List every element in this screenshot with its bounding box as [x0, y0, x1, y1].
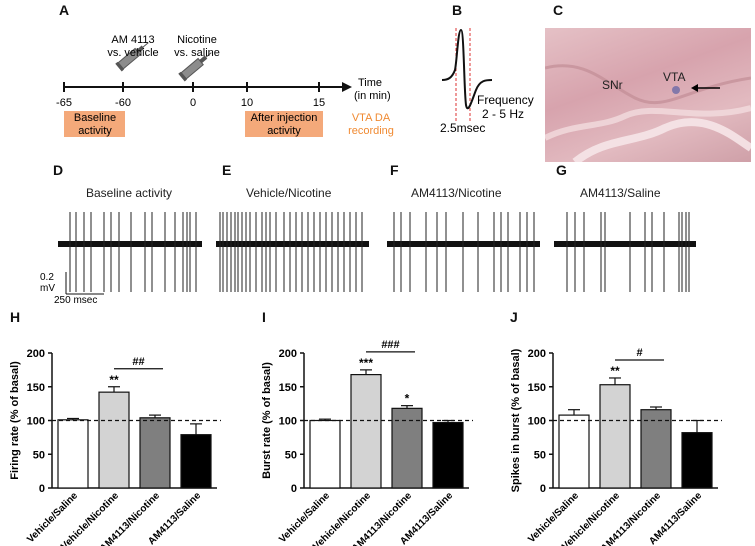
panel-label-c: C	[553, 2, 564, 18]
y-tick-label: 150	[27, 382, 45, 394]
frequency-label: Frequency 2 - 5 Hz	[477, 93, 534, 121]
panel-label-b: B	[452, 2, 463, 18]
y-tick-label: 50	[285, 449, 297, 461]
bar	[391, 407, 423, 489]
tick-label: 0	[190, 97, 196, 109]
panel-label-d: D	[53, 162, 64, 178]
y-tick-label: 100	[528, 416, 546, 428]
bar	[640, 409, 672, 489]
timeline-ticks	[63, 82, 320, 92]
y-tick-label: 100	[279, 416, 297, 428]
y-tick-label: 200	[27, 348, 45, 360]
y-tick-label: 150	[279, 382, 297, 394]
significance-mark: ***	[359, 356, 373, 370]
tick-label: -60	[115, 97, 131, 109]
y-tick-label: 100	[27, 416, 45, 428]
bar	[432, 421, 464, 489]
y-tick-label: 0	[291, 483, 297, 495]
y-axis-label: Spikes in burst (% of basal)	[510, 348, 522, 492]
trace-g	[554, 212, 696, 292]
trace-baseline	[216, 241, 369, 247]
syringe-icon	[115, 42, 149, 72]
bar	[350, 373, 382, 489]
y-tick-label: 0	[39, 483, 45, 495]
bracket-label: ##	[132, 356, 144, 368]
timeline-diagram: -65 -60 0 10 15 AM 4113 vs. vehicle Nicot…	[56, 34, 394, 137]
trace-title-g: AM4113/Saline	[580, 186, 661, 200]
bracket-label: ###	[381, 339, 399, 351]
bar	[98, 391, 130, 489]
bar	[681, 432, 713, 489]
vta-label: VTA	[663, 70, 686, 84]
significance-mark: **	[610, 364, 620, 378]
trace-d	[58, 212, 202, 292]
trace-baseline	[58, 241, 202, 247]
spike-waveform: Frequency 2 - 5 Hz 2.5msec	[440, 28, 534, 135]
trace-e	[216, 212, 369, 292]
waveform-trace	[441, 28, 493, 110]
y-tick-label: 150	[528, 382, 546, 394]
trace-title-e: Vehicle/Nicotine	[246, 186, 332, 200]
tick-label: 10	[241, 97, 253, 109]
tick-label: 15	[313, 97, 325, 109]
duration-label: 2.5msec	[440, 121, 485, 135]
snr-label: SNr	[602, 78, 623, 92]
bracket-label: #	[636, 347, 642, 359]
after-box-label: After injection activity	[251, 112, 318, 137]
bar	[180, 434, 212, 489]
injection2-label: Nicotine vs. saline	[174, 34, 220, 59]
syringe-icon	[178, 52, 212, 82]
panel-label-g: G	[556, 162, 567, 178]
bar	[599, 384, 631, 489]
panel-label-e: E	[222, 162, 232, 178]
baseline-box-label: Baseline activity	[74, 112, 116, 137]
after-injection-box	[245, 111, 323, 137]
panel-label-f: F	[390, 162, 399, 178]
timeline-arrowhead	[342, 82, 352, 92]
bar	[139, 417, 171, 489]
histology-image: SNr VTA	[545, 28, 751, 162]
scale-ms-label: 250 msec	[54, 295, 97, 305]
significance-mark: *	[405, 392, 410, 406]
trace-title-f: AM4113/Nicotine	[411, 186, 502, 200]
vta-recording-label: VTA DA recording	[348, 112, 394, 137]
trace-baseline	[554, 241, 696, 247]
y-tick-label: 200	[279, 348, 297, 360]
time-axis-label: Time (in min)	[354, 77, 391, 102]
panel-label-i: I	[262, 309, 266, 325]
y-tick-label: 50	[534, 449, 546, 461]
bar	[558, 414, 590, 489]
panel-label-h: H	[10, 309, 21, 325]
panel-label-a: A	[59, 2, 70, 18]
y-tick-label: 0	[540, 483, 546, 495]
baseline-box	[64, 111, 125, 137]
panel-label-j: J	[510, 309, 518, 325]
trace-title-d: Baseline activity	[86, 186, 173, 200]
injection1-label: AM 4113 vs. vehicle	[107, 34, 158, 59]
recording-traces: 0.2 mV 250 msec	[40, 212, 696, 305]
y-axis-label: Firing rate (% of basal)	[9, 361, 21, 480]
scale-mv-label: 0.2 mV	[40, 272, 55, 294]
y-tick-label: 50	[33, 449, 45, 461]
trace-f	[387, 212, 540, 292]
chart-j: 0 50 100 150 200 Spikes in burst (% of basal)…	[510, 347, 722, 546]
y-axis-label: Burst rate (% of basal)	[261, 362, 273, 479]
bar	[57, 419, 89, 489]
significance-mark: **	[109, 373, 119, 387]
tick-label: -65	[56, 97, 72, 109]
bar	[309, 419, 341, 489]
y-tick-label: 200	[528, 348, 546, 360]
